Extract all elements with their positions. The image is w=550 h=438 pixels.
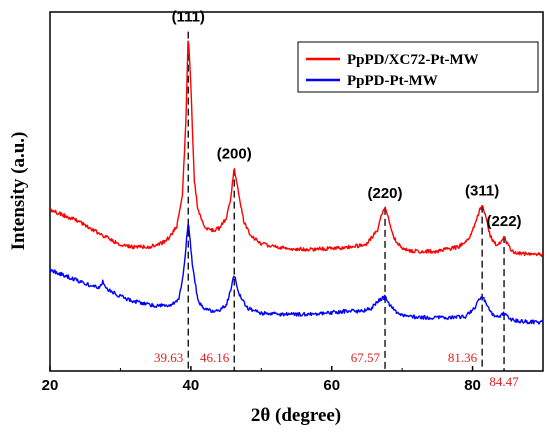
x-axis-title: 2θ (degree) bbox=[251, 405, 341, 426]
peak-reference-lines bbox=[187, 31, 505, 371]
peak-hkl-label: (220) bbox=[368, 185, 403, 202]
x-tick-label: 60 bbox=[323, 377, 340, 394]
peak-hkl-label: (222) bbox=[487, 213, 522, 230]
x-tick-label: 40 bbox=[183, 377, 200, 394]
peak-hkl-label: (111) bbox=[172, 9, 205, 26]
series-lines bbox=[49, 40, 544, 325]
x-tick-label: 20 bbox=[42, 377, 59, 394]
x-axis-ticks: 20 40 60 80 bbox=[42, 366, 481, 394]
peak-position-label: 81.36 bbox=[448, 350, 478, 365]
peak-position-label: 39.63 bbox=[154, 350, 183, 365]
peak-labels: (111) 39.63 (200) 46.16 (220) 67.57 (311) 81.36… bbox=[154, 9, 522, 389]
legend-label-blue: PpPD-Pt-MW bbox=[347, 73, 438, 89]
peak-hkl-label: (311) bbox=[465, 183, 499, 200]
series-line-blue bbox=[49, 223, 544, 325]
peak-position-label: 84.47 bbox=[489, 374, 519, 389]
legend-label-red: PpPD/XC72-Pt-MW bbox=[347, 52, 479, 68]
y-axis-title: Intensity (a.u.) bbox=[8, 132, 29, 251]
series-line-red bbox=[49, 40, 544, 257]
peak-position-label: 67.57 bbox=[351, 350, 381, 365]
legend-box bbox=[297, 41, 539, 93]
peak-hkl-label: (200) bbox=[217, 146, 252, 163]
peak-position-label: 46.16 bbox=[200, 350, 230, 365]
plot-frame bbox=[49, 11, 544, 372]
legend: PpPD/XC72-Pt-MW PpPD-Pt-MW bbox=[297, 41, 539, 93]
x-tick-label: 80 bbox=[464, 377, 481, 394]
